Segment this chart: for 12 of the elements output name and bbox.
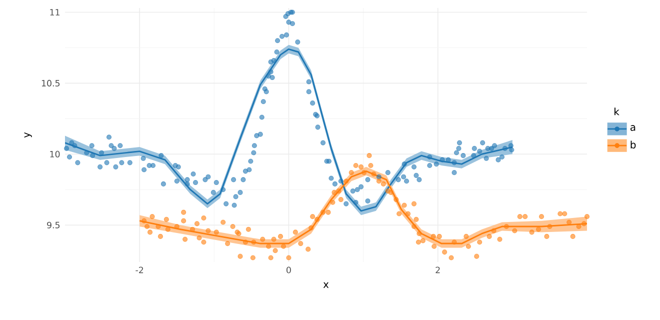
- y-tick-label: 11: [50, 9, 60, 16]
- y-axis-title: y: [24, 132, 32, 138]
- x-tick-label: -2: [136, 266, 144, 274]
- legend-title: k: [614, 108, 620, 116]
- y-tick-label: 9.5: [47, 222, 60, 228]
- legend-label: a: [630, 125, 636, 131]
- x-tick-label: 2: [436, 266, 440, 274]
- y-tick-label: 10: [50, 150, 60, 158]
- legend-label: b: [630, 140, 636, 149]
- x-axis-title: x: [323, 282, 329, 288]
- x-tick-label: 0: [286, 266, 291, 274]
- y-tick-label: 10.5: [42, 80, 60, 86]
